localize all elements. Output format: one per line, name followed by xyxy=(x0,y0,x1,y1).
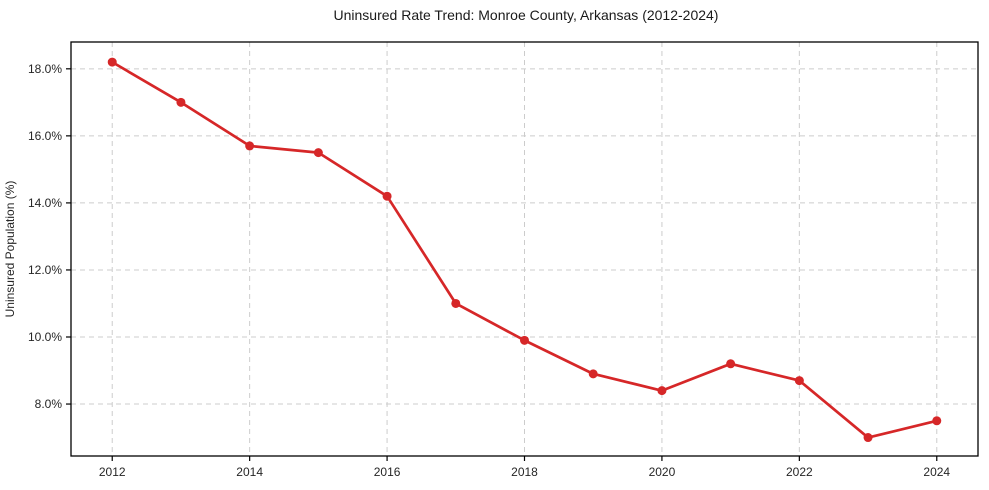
data-point xyxy=(932,416,942,426)
x-tick-label: 2022 xyxy=(786,465,813,479)
plot-area: 2012 2014 2016 2018 2020 2022 2024 8.0% 10.0% 12.… xyxy=(28,41,979,479)
x-tick-label: 2016 xyxy=(374,465,401,479)
data-point xyxy=(107,57,117,67)
y-tick-label: 8.0% xyxy=(35,397,63,411)
y-axis-label: Uninsured Population (%) xyxy=(3,181,17,318)
data-point xyxy=(863,433,873,443)
y-tick-label: 14.0% xyxy=(28,196,62,210)
data-point xyxy=(726,359,736,369)
data-point xyxy=(794,376,804,386)
y-tick-label: 12.0% xyxy=(28,263,62,277)
x-tick-label: 2020 xyxy=(649,465,676,479)
x-tick-label: 2014 xyxy=(236,465,263,479)
y-tick-label: 10.0% xyxy=(28,330,62,344)
data-point xyxy=(520,335,529,345)
data-point xyxy=(451,298,461,308)
data-point xyxy=(382,191,392,201)
x-tick-label: 2024 xyxy=(923,465,950,479)
data-point xyxy=(313,148,323,158)
x-tick-label: 2012 xyxy=(99,465,126,479)
chart-title: Uninsured Rate Trend: Monroe County, Ark… xyxy=(334,7,719,23)
data-point xyxy=(657,386,667,396)
y-tick-label: 18.0% xyxy=(28,62,62,76)
data-point xyxy=(588,369,598,379)
data-point xyxy=(245,141,255,151)
x-tick-label: 2018 xyxy=(511,465,538,479)
y-tick-label: 16.0% xyxy=(28,129,62,143)
data-point xyxy=(176,97,186,107)
